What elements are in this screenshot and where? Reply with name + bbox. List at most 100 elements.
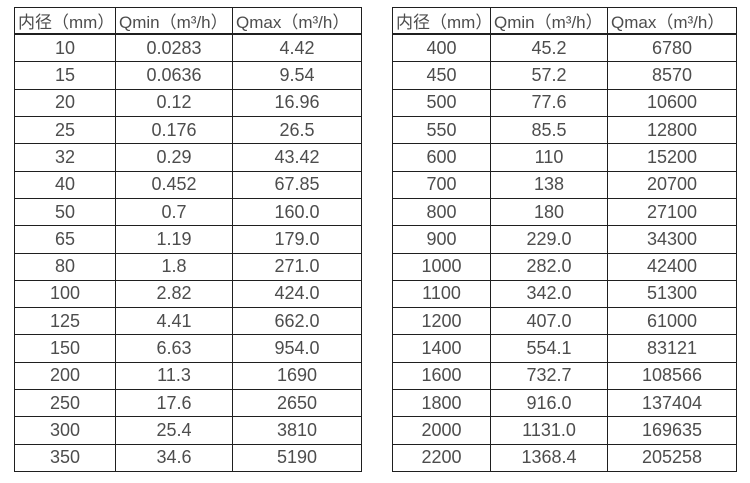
table-row: 20 0.12 16.96: [14, 88, 362, 118]
flow-table-large-diameters: 内径（mm） Qmin（m³/h） Qmax（m³/h） 400 45.2 6780 45…: [392, 7, 737, 473]
table-row: 65 1.19 179.0: [14, 225, 362, 254]
table-row: 500 77.6 10600: [392, 88, 737, 118]
table-row: 700 138 20700: [392, 170, 737, 199]
table-cell: 34.6: [115, 443, 233, 473]
table-cell: 1690: [232, 361, 362, 390]
table-cell: 10600: [607, 88, 737, 118]
table-cell: 4.42: [232, 33, 362, 63]
table-cell: 1.8: [115, 252, 233, 281]
header-cell: 内径（mm）: [14, 7, 116, 35]
table-cell: 1800: [392, 388, 491, 418]
table-cell: 77.6: [490, 88, 608, 118]
table-cell: 20700: [607, 170, 737, 199]
table-cell: 271.0: [232, 252, 362, 281]
header-cell: Qmax（m³/h）: [232, 7, 362, 35]
table-cell: 2200: [392, 443, 491, 473]
table-row: 1100 342.0 51300: [392, 279, 737, 309]
table-cell: 424.0: [232, 279, 362, 309]
table-cell: 954.0: [232, 334, 362, 363]
table-row: 250 17.6 2650: [14, 388, 362, 418]
table-cell: 662.0: [232, 307, 362, 336]
table-row: 1200 407.0 61000: [392, 307, 737, 336]
table-cell: 0.12: [115, 88, 233, 118]
table-cell: 205258: [607, 443, 737, 473]
table-row: 300 25.4 3810: [14, 416, 362, 445]
table-cell: 15200: [607, 143, 737, 172]
table-cell: 407.0: [490, 307, 608, 336]
table-cell: 250: [14, 388, 116, 418]
table-cell: 5190: [232, 443, 362, 473]
table-cell: 282.0: [490, 252, 608, 281]
table-cell: 80: [14, 252, 116, 281]
table-cell: 900: [392, 225, 491, 254]
table-cell: 500: [392, 88, 491, 118]
table-row: 150 6.63 954.0: [14, 334, 362, 363]
table-cell: 25: [14, 116, 116, 145]
table-cell: 50: [14, 197, 116, 227]
table-cell: 229.0: [490, 225, 608, 254]
table-cell: 1131.0: [490, 416, 608, 445]
table-cell: 150: [14, 334, 116, 363]
header-cell: Qmin（m³/h）: [490, 7, 608, 35]
table-cell: 2650: [232, 388, 362, 418]
table-row: 1600 732.7 108566: [392, 361, 737, 390]
table-cell: 179.0: [232, 225, 362, 254]
table-cell: 125: [14, 307, 116, 336]
table-cell: 1.19: [115, 225, 233, 254]
table-row: 32 0.29 43.42: [14, 143, 362, 172]
table-cell: 32: [14, 143, 116, 172]
table-row: 40 0.452 67.85: [14, 170, 362, 199]
table-cell: 400: [392, 33, 491, 63]
table-row: 2200 1368.4 205258: [392, 443, 737, 473]
table-cell: 83121: [607, 334, 737, 363]
table-cell: 43.42: [232, 143, 362, 172]
table-cell: 138: [490, 170, 608, 199]
table-cell: 2.82: [115, 279, 233, 309]
table-cell: 45.2: [490, 33, 608, 63]
table-cell: 26.5: [232, 116, 362, 145]
table-cell: 554.1: [490, 334, 608, 363]
header-cell: Qmax（m³/h）: [607, 7, 737, 35]
table-cell: 1100: [392, 279, 491, 309]
table-cell: 25.4: [115, 416, 233, 445]
table-cell: 108566: [607, 361, 737, 390]
table-cell: 1000: [392, 252, 491, 281]
table-cell: 450: [392, 61, 491, 90]
table-cell: 12800: [607, 116, 737, 145]
table-cell: 9.54: [232, 61, 362, 90]
table-row: 800 180 27100: [392, 197, 737, 227]
table-row: 10 0.0283 4.42: [14, 33, 362, 63]
table-row: 550 85.5 12800: [392, 116, 737, 145]
table-row: 100 2.82 424.0: [14, 279, 362, 309]
table-row: 125 4.41 662.0: [14, 307, 362, 336]
table-cell: 1200: [392, 307, 491, 336]
table-row: 1400 554.1 83121: [392, 334, 737, 363]
table-cell: 169635: [607, 416, 737, 445]
table-row: 450 57.2 8570: [392, 61, 737, 90]
table-row: 600 110 15200: [392, 143, 737, 172]
table-row: 15 0.0636 9.54: [14, 61, 362, 90]
table-cell: 550: [392, 116, 491, 145]
header-row: 内径（mm） Qmin（m³/h） Qmax（m³/h）: [392, 7, 737, 35]
table-cell: 110: [490, 143, 608, 172]
table-cell: 16.96: [232, 88, 362, 118]
header-cell: 内径（mm）: [392, 7, 491, 35]
table-cell: 0.0636: [115, 61, 233, 90]
table-cell: 10: [14, 33, 116, 63]
table-cell: 3810: [232, 416, 362, 445]
header-cell: Qmin（m³/h）: [115, 7, 233, 35]
table-row: 350 34.6 5190: [14, 443, 362, 473]
table-cell: 34300: [607, 225, 737, 254]
table-cell: 160.0: [232, 197, 362, 227]
table-cell: 1400: [392, 334, 491, 363]
table-cell: 8570: [607, 61, 737, 90]
table-cell: 4.41: [115, 307, 233, 336]
table-cell: 0.7: [115, 197, 233, 227]
table-cell: 600: [392, 143, 491, 172]
header-row: 内径（mm） Qmin（m³/h） Qmax（m³/h）: [14, 7, 362, 35]
table-cell: 85.5: [490, 116, 608, 145]
table-cell: 51300: [607, 279, 737, 309]
table-cell: 180: [490, 197, 608, 227]
table-row: 900 229.0 34300: [392, 225, 737, 254]
